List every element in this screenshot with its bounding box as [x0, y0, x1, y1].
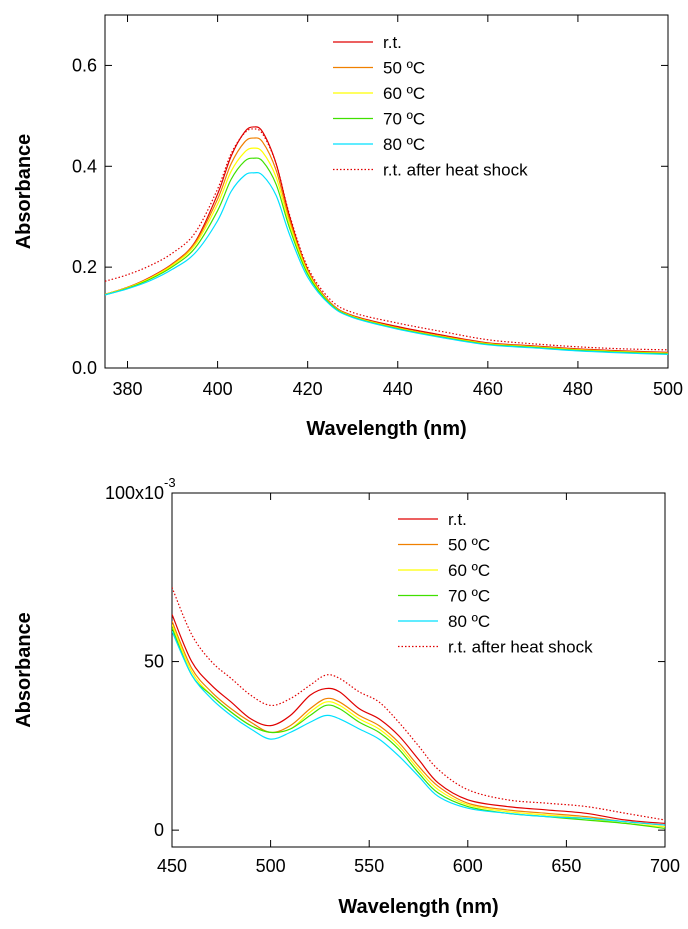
legend-label: r.t. after heat shock: [448, 638, 593, 657]
x-tick-label: 420: [293, 379, 323, 399]
legend-label: 60 ºC: [383, 84, 425, 103]
legend-label: 80 ºC: [448, 612, 490, 631]
legend-label: 80 ºC: [383, 135, 425, 154]
x-axis-label: Wavelength (nm): [306, 418, 466, 440]
series-line: [105, 128, 668, 351]
y-axis-label: Absorbance: [13, 134, 35, 250]
x-tick-label: 600: [453, 856, 483, 876]
plot-frame: [171, 492, 666, 848]
x-tick-label: 480: [563, 379, 593, 399]
legend-label: 50 ºC: [383, 59, 425, 78]
series-line: [172, 587, 665, 821]
x-tick-label: 500: [653, 379, 683, 399]
y-unit-exponent: -3: [164, 475, 176, 490]
x-tick-label: 550: [354, 856, 384, 876]
legend-label: 60 ºC: [448, 561, 490, 580]
series-line: [105, 172, 668, 355]
x-tick-label: 700: [650, 856, 680, 876]
y-tick-label: 0.2: [72, 257, 97, 277]
legend-label: 70 ºC: [448, 587, 490, 606]
x-tick-label: 380: [112, 379, 142, 399]
y-tick-label: 0: [154, 820, 164, 840]
legend-label: r.t. after heat shock: [383, 161, 528, 180]
series-line: [172, 627, 665, 830]
top-spectrum-chart: 380 400 420 440 460 480 500 0.0 0.2 0.4 0.6 Wavelen…: [13, 14, 683, 440]
y-unit-label: 100x10: [105, 483, 164, 503]
legend-label: 70 ºC: [383, 110, 425, 129]
x-tick-label: 450: [157, 856, 187, 876]
x-tick-label: 500: [256, 856, 286, 876]
x-tick-label: 440: [383, 379, 413, 399]
legend-label: r.t.: [383, 33, 402, 52]
x-tick-label: 400: [203, 379, 233, 399]
x-tick-label: 460: [473, 379, 503, 399]
y-tick-label: 50: [144, 652, 164, 672]
legend-label: r.t.: [448, 510, 467, 529]
y-tick-label: 0.4: [72, 156, 97, 176]
series-line: [172, 614, 665, 824]
x-tick-label: 650: [551, 856, 581, 876]
x-axis-label: Wavelength (nm): [338, 896, 498, 918]
y-tick-label: 0.6: [72, 55, 97, 75]
series-line: [172, 620, 665, 826]
legend-label: 50 ºC: [448, 536, 490, 555]
series-line: [172, 630, 665, 826]
y-tick-label: 0.0: [72, 358, 97, 378]
plot-frame: [104, 14, 669, 369]
y-axis-label: Absorbance: [13, 612, 35, 728]
bottom-spectrum-chart: 450 500 550 600 650 700 0 50 100x10-3 Wavelength …: [13, 475, 680, 918]
